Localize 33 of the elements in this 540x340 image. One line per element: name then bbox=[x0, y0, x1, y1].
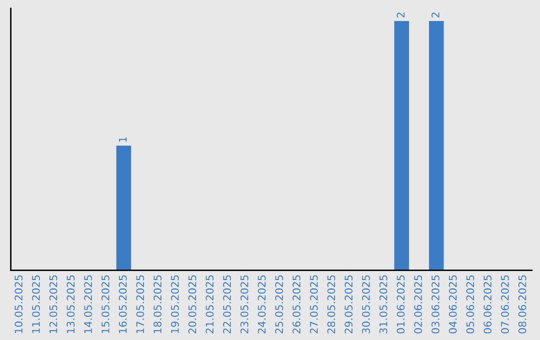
x-tick-label: 12.05.2025 bbox=[49, 275, 58, 333]
x-tick-label: 30.05.2025 bbox=[362, 275, 370, 334]
x-tick-label: 26.05.2025 bbox=[292, 275, 300, 334]
data-label: 2 bbox=[432, 12, 440, 18]
x-tick-label: 13.05.2025 bbox=[66, 275, 75, 333]
x-tick-label: 03.06.2025 bbox=[432, 275, 440, 334]
x-tick-label: 28.05.2025 bbox=[327, 275, 336, 334]
x-tick-label: 14.05.2025 bbox=[84, 275, 92, 333]
x-tick-label: 20.05.2025 bbox=[188, 275, 196, 334]
x-tick-label: 17.05.2025 bbox=[136, 275, 144, 333]
x-tick-label: 19.05.2025 bbox=[170, 275, 179, 333]
x-tick-label: 07.06.2025 bbox=[500, 275, 509, 334]
x-tick-label: 21.05.2025 bbox=[206, 275, 214, 334]
x-tick-label: 06.06.2025 bbox=[484, 275, 492, 334]
x-tick-label: 24.05.2025 bbox=[258, 275, 266, 334]
x-tick-label: 05.06.2025 bbox=[466, 275, 474, 334]
data-label: 1 bbox=[118, 137, 127, 142]
x-tick-label: 27.05.2025 bbox=[310, 275, 318, 334]
x-tick-label: 08.06.2025 bbox=[518, 275, 526, 334]
x-tick-label: 25.05.2025 bbox=[275, 275, 284, 334]
x-tick-label: 04.06.2025 bbox=[448, 275, 457, 334]
x-tick-label: 22.05.2025 bbox=[223, 275, 231, 334]
x-tick-label: 10.05.2025 bbox=[14, 275, 23, 333]
x-tick-label: 29.05.2025 bbox=[344, 275, 353, 334]
x-tick-label: 18.05.2025 bbox=[154, 275, 162, 333]
x-tick-label: 11.05.2025 bbox=[32, 275, 40, 333]
x-tick-label: 16.05.2025 bbox=[118, 275, 127, 333]
x-tick-label: 02.06.2025 bbox=[414, 275, 422, 334]
x-tick-label: 23.05.2025 bbox=[240, 275, 248, 334]
x-tick-label: 01.06.2025 bbox=[396, 275, 405, 334]
x-tick-label: 15.05.2025 bbox=[101, 275, 110, 333]
x-tick-label: 31.05.2025 bbox=[379, 275, 388, 334]
data-label: 2 bbox=[396, 12, 404, 18]
